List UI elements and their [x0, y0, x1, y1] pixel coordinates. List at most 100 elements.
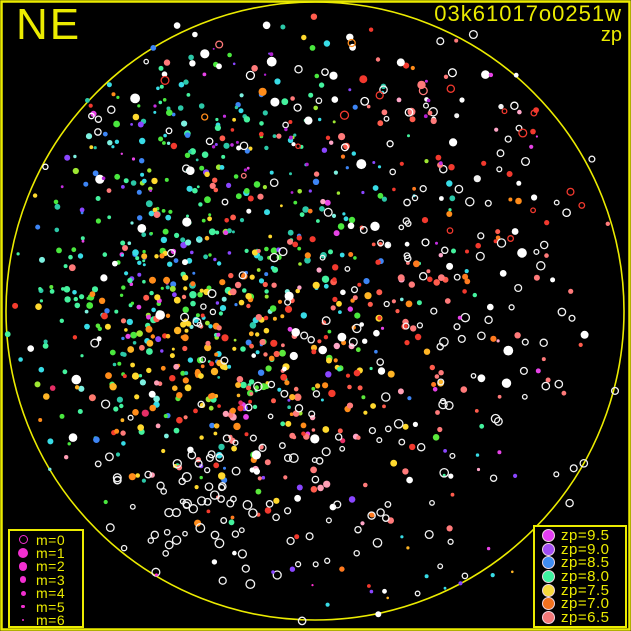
- star: [185, 239, 192, 246]
- star: [265, 365, 272, 372]
- star: [107, 215, 112, 220]
- star: [588, 155, 596, 163]
- star: [360, 96, 370, 106]
- star: [228, 272, 234, 279]
- star: [284, 305, 293, 313]
- star: [77, 253, 84, 259]
- star: [129, 503, 136, 510]
- magnitude-dot-icon: [18, 562, 28, 571]
- star: [208, 228, 216, 236]
- star: [84, 309, 89, 314]
- star: [64, 296, 71, 303]
- magnitude-legend: m=0 m=1 m=2 m=3 m=4 m=5 m=6: [8, 529, 84, 628]
- star: [213, 187, 219, 193]
- star: [204, 235, 210, 241]
- star: [293, 200, 298, 205]
- star: [278, 442, 286, 450]
- star: [468, 29, 478, 40]
- star: [131, 157, 136, 161]
- zp-legend-label: zp=8.0: [561, 567, 610, 585]
- star: [367, 301, 373, 307]
- star: [177, 105, 184, 111]
- star: [311, 428, 316, 432]
- star: [323, 335, 329, 340]
- star: [239, 93, 244, 98]
- star: [127, 346, 135, 353]
- star: [300, 422, 307, 429]
- star: [201, 151, 209, 158]
- star: [145, 325, 153, 333]
- star: [220, 517, 228, 524]
- star: [141, 478, 146, 483]
- star: [255, 332, 260, 337]
- star: [299, 212, 305, 218]
- star: [257, 255, 264, 261]
- star: [438, 253, 443, 258]
- star: [395, 309, 400, 314]
- star: [81, 239, 85, 243]
- star: [159, 84, 164, 89]
- star: [322, 426, 330, 433]
- star: [38, 366, 45, 373]
- star: [236, 145, 242, 151]
- star: [410, 325, 417, 332]
- star: [435, 154, 442, 161]
- star: [243, 168, 247, 172]
- star: [321, 275, 330, 283]
- star: [209, 392, 216, 399]
- star: [496, 166, 503, 173]
- star: [204, 482, 214, 492]
- star: [184, 132, 191, 138]
- star: [71, 374, 82, 385]
- star: [454, 113, 460, 119]
- star: [473, 175, 481, 183]
- star: [258, 131, 264, 137]
- star: [181, 334, 189, 342]
- star: [180, 312, 190, 322]
- star: [308, 410, 316, 418]
- star: [245, 70, 256, 81]
- star: [127, 241, 132, 245]
- star: [121, 253, 124, 257]
- star: [134, 394, 140, 400]
- star: [521, 393, 528, 400]
- star: [544, 220, 550, 226]
- zp-legend-label: zp=8.5: [561, 554, 610, 572]
- star: [201, 113, 209, 121]
- star: [293, 103, 302, 112]
- star: [307, 208, 313, 214]
- star: [158, 136, 164, 142]
- star: [348, 252, 354, 257]
- star: [446, 211, 453, 217]
- star: [88, 394, 96, 402]
- star: [181, 472, 192, 483]
- star: [109, 349, 116, 356]
- star: [189, 291, 197, 299]
- star: [317, 339, 322, 344]
- star: [430, 117, 437, 125]
- star: [519, 366, 528, 375]
- star: [257, 193, 264, 200]
- star: [499, 270, 507, 277]
- star: [205, 320, 210, 326]
- star: [539, 240, 549, 250]
- star: [171, 508, 181, 518]
- star: [336, 300, 342, 307]
- star: [186, 214, 189, 218]
- star: [369, 366, 373, 371]
- star: [80, 211, 84, 215]
- star: [421, 217, 429, 224]
- star: [236, 376, 244, 383]
- star: [79, 294, 85, 300]
- star: [323, 40, 331, 47]
- star: [161, 448, 166, 454]
- star: [427, 110, 433, 116]
- star: [276, 133, 282, 139]
- star: [348, 216, 356, 224]
- star: [194, 485, 199, 490]
- star: [184, 328, 189, 333]
- star: [304, 252, 311, 259]
- star: [353, 369, 361, 377]
- star: [195, 158, 199, 162]
